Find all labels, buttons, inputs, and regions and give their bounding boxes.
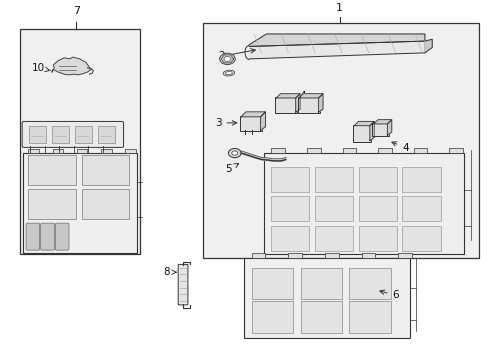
- Bar: [448, 148, 462, 153]
- Polygon shape: [249, 34, 424, 46]
- FancyBboxPatch shape: [274, 97, 297, 113]
- FancyBboxPatch shape: [251, 267, 293, 299]
- Polygon shape: [299, 94, 323, 98]
- FancyBboxPatch shape: [81, 155, 129, 185]
- Bar: [98, 126, 115, 143]
- Ellipse shape: [223, 70, 234, 76]
- FancyBboxPatch shape: [55, 223, 69, 250]
- Bar: [53, 149, 63, 153]
- Circle shape: [228, 148, 241, 158]
- Bar: [413, 148, 427, 153]
- Polygon shape: [386, 120, 391, 135]
- Bar: [325, 253, 338, 258]
- FancyBboxPatch shape: [28, 155, 76, 185]
- FancyBboxPatch shape: [402, 167, 440, 192]
- Polygon shape: [260, 112, 265, 130]
- Polygon shape: [295, 94, 300, 112]
- FancyBboxPatch shape: [178, 264, 187, 305]
- FancyBboxPatch shape: [300, 301, 341, 333]
- FancyBboxPatch shape: [348, 301, 390, 333]
- Text: 10: 10: [32, 63, 50, 73]
- Text: 4: 4: [286, 91, 305, 103]
- FancyBboxPatch shape: [26, 223, 40, 250]
- Circle shape: [219, 53, 235, 64]
- Circle shape: [224, 57, 230, 61]
- FancyBboxPatch shape: [297, 97, 320, 113]
- Text: 1: 1: [335, 3, 343, 13]
- FancyBboxPatch shape: [402, 197, 440, 221]
- Text: 4: 4: [391, 142, 408, 153]
- Bar: [342, 148, 355, 153]
- Polygon shape: [276, 94, 300, 98]
- FancyBboxPatch shape: [352, 125, 370, 142]
- FancyBboxPatch shape: [41, 223, 54, 250]
- FancyBboxPatch shape: [402, 226, 440, 251]
- Bar: [361, 253, 374, 258]
- FancyBboxPatch shape: [348, 267, 390, 299]
- Bar: [244, 258, 409, 338]
- Text: 9: 9: [56, 167, 62, 177]
- FancyBboxPatch shape: [270, 226, 308, 251]
- Bar: [22, 153, 137, 253]
- Bar: [125, 149, 136, 153]
- Circle shape: [231, 151, 237, 155]
- Polygon shape: [369, 121, 373, 141]
- FancyBboxPatch shape: [81, 189, 129, 219]
- FancyBboxPatch shape: [314, 167, 352, 192]
- FancyBboxPatch shape: [358, 197, 396, 221]
- Bar: [203, 23, 478, 258]
- Bar: [29, 126, 46, 143]
- Bar: [377, 148, 391, 153]
- FancyBboxPatch shape: [22, 121, 123, 147]
- Bar: [251, 253, 265, 258]
- FancyBboxPatch shape: [270, 167, 308, 192]
- Text: 2: 2: [217, 49, 255, 62]
- Bar: [52, 126, 69, 143]
- Text: 6: 6: [379, 290, 398, 300]
- Polygon shape: [373, 120, 391, 124]
- Bar: [397, 253, 411, 258]
- FancyBboxPatch shape: [314, 226, 352, 251]
- Bar: [28, 149, 39, 153]
- Text: 8: 8: [163, 267, 176, 277]
- FancyBboxPatch shape: [239, 116, 262, 131]
- FancyBboxPatch shape: [270, 197, 308, 221]
- Bar: [75, 126, 92, 143]
- Text: 5: 5: [225, 163, 238, 174]
- Bar: [271, 148, 285, 153]
- FancyBboxPatch shape: [300, 267, 341, 299]
- Polygon shape: [249, 41, 424, 59]
- FancyBboxPatch shape: [358, 167, 396, 192]
- FancyBboxPatch shape: [371, 123, 388, 136]
- Bar: [306, 148, 320, 153]
- Bar: [101, 149, 111, 153]
- Polygon shape: [241, 112, 265, 117]
- Bar: [288, 253, 302, 258]
- Text: 7: 7: [73, 6, 80, 16]
- Ellipse shape: [225, 72, 232, 75]
- Polygon shape: [353, 121, 373, 126]
- FancyBboxPatch shape: [28, 189, 76, 219]
- Polygon shape: [318, 94, 323, 112]
- Polygon shape: [424, 39, 431, 53]
- Bar: [77, 149, 87, 153]
- FancyBboxPatch shape: [314, 197, 352, 221]
- Polygon shape: [52, 57, 91, 75]
- FancyBboxPatch shape: [251, 301, 293, 333]
- Text: 3: 3: [214, 118, 236, 128]
- Bar: [20, 29, 140, 255]
- Bar: [264, 153, 463, 255]
- FancyBboxPatch shape: [358, 226, 396, 251]
